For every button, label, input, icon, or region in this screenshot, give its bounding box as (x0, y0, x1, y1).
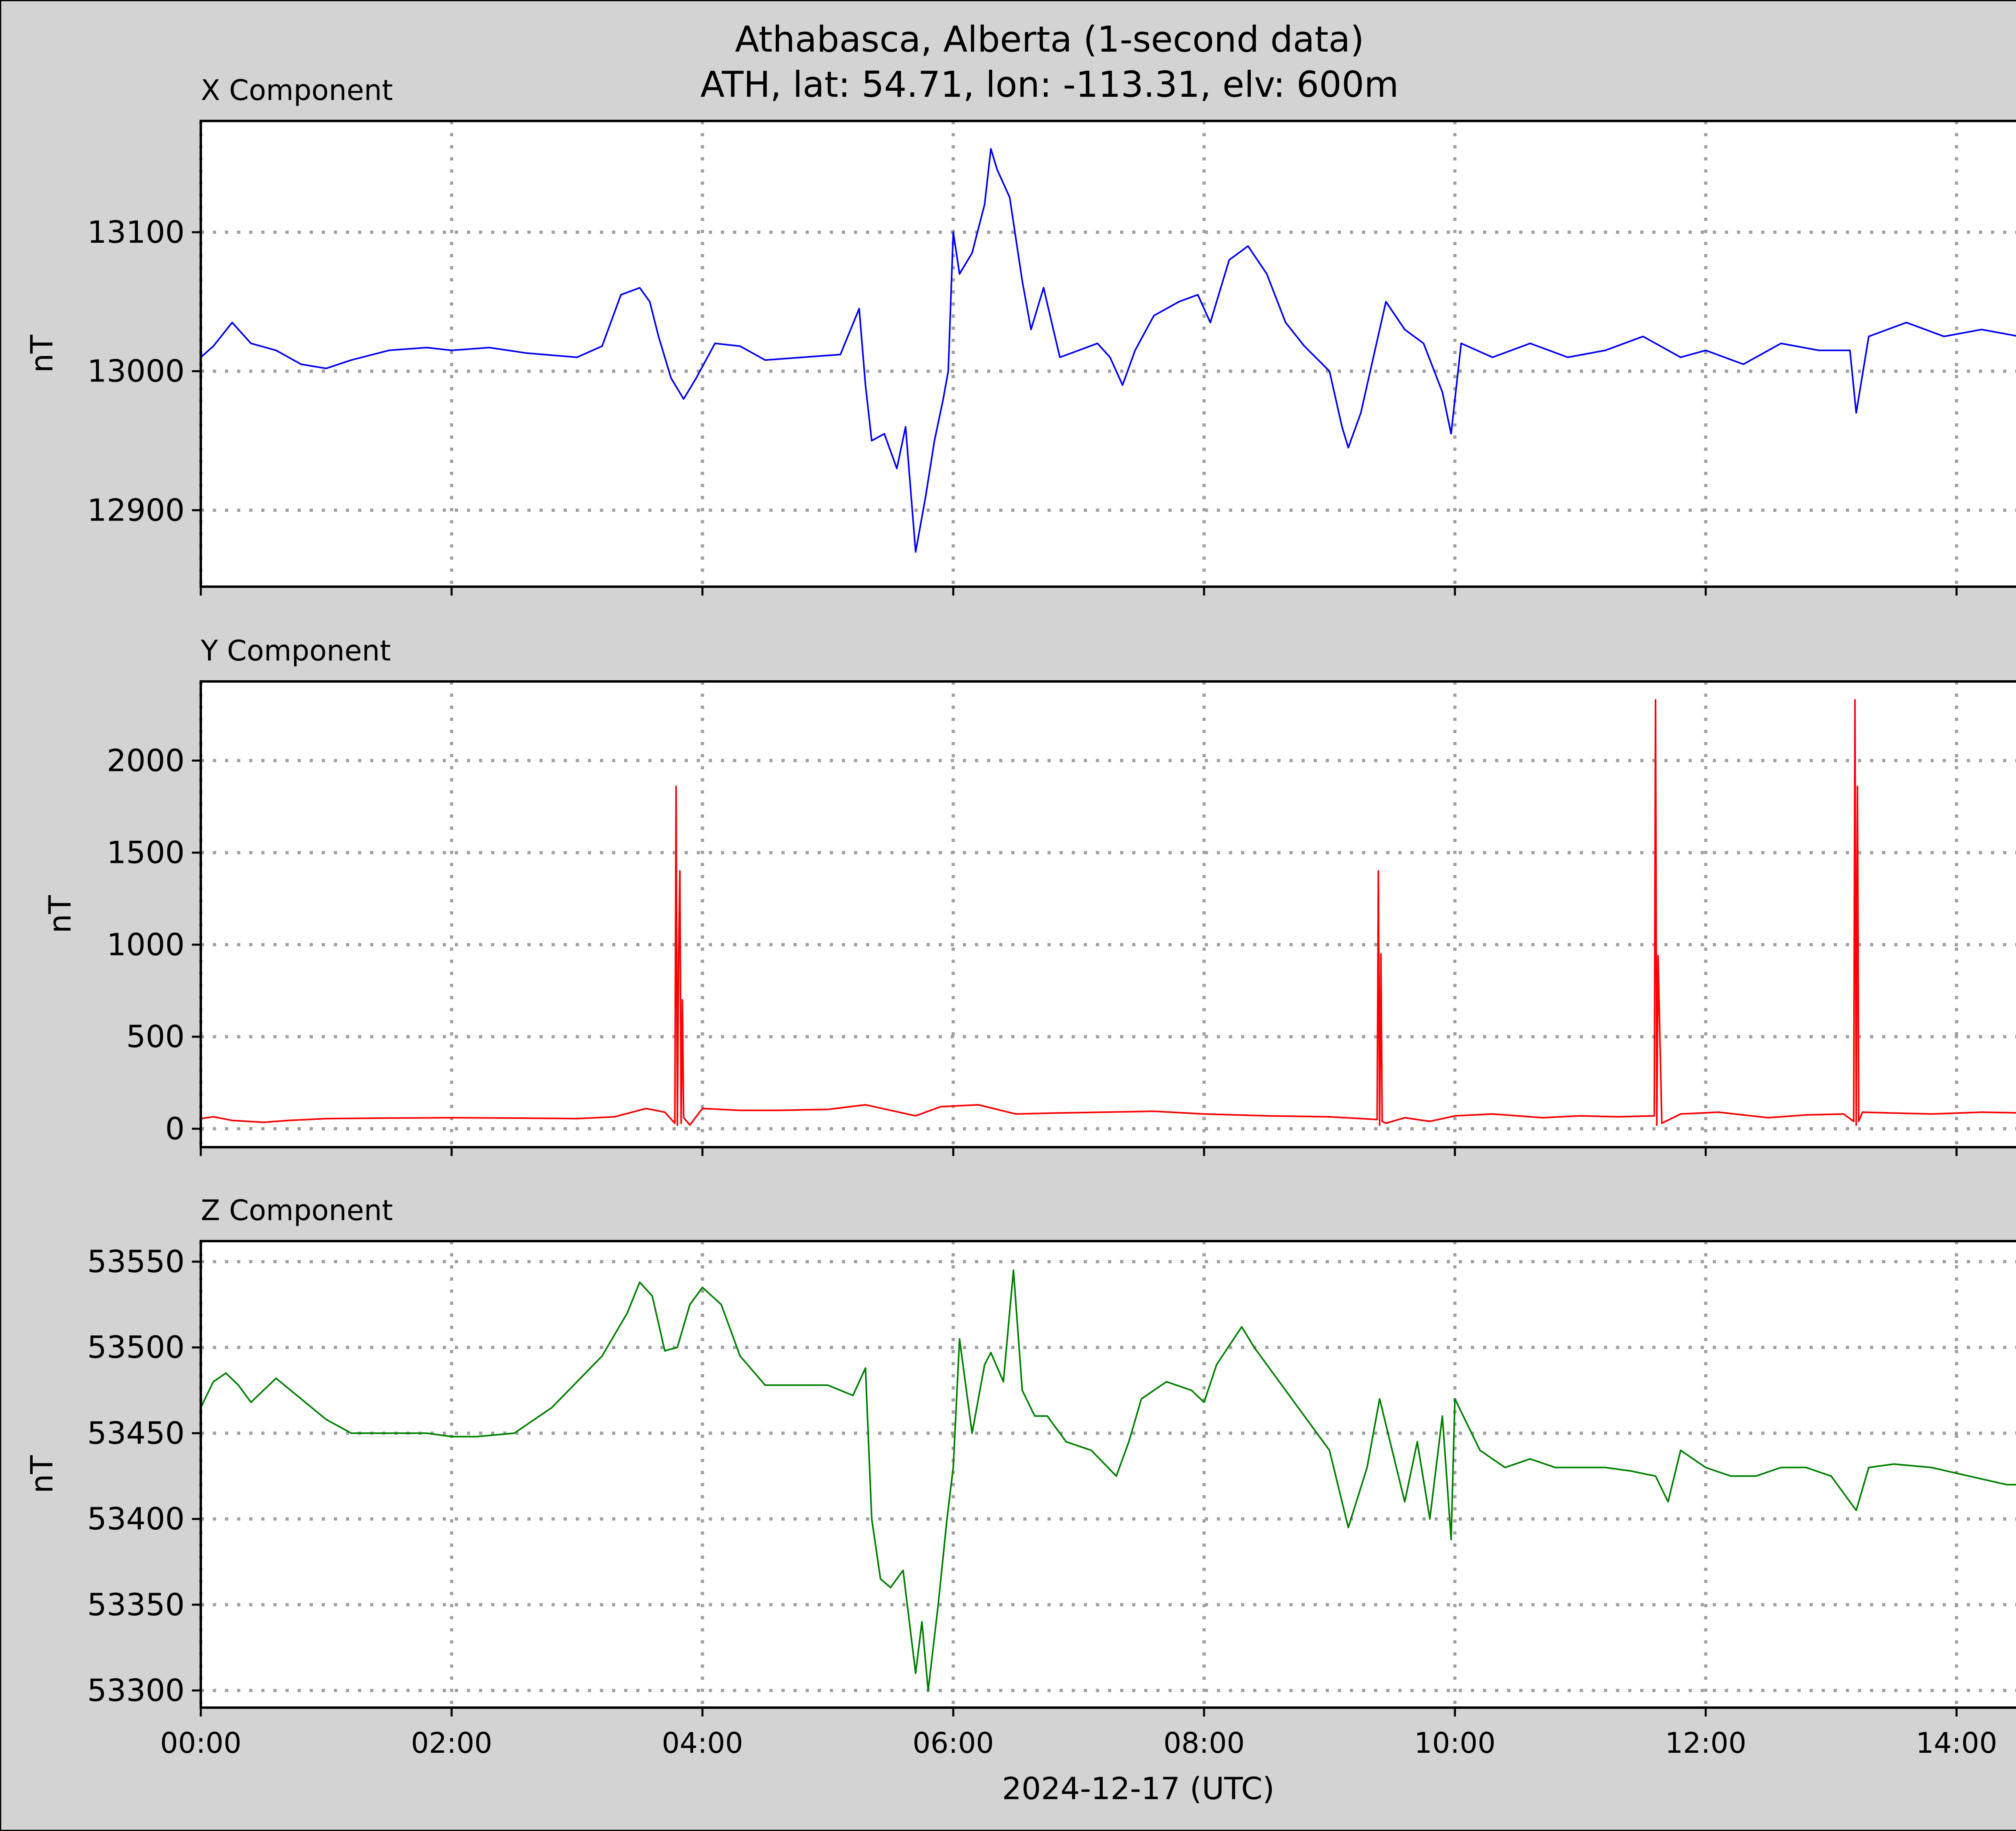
y-component-y-axis-label: nT (42, 895, 78, 933)
y-component-panel: 0 500 1000 1500 2000 Y Component nT (42, 634, 2016, 1156)
z-component-panel: 00:00 02:00 04:00 06:00 08:00 10:00 12:00 14:00… (24, 1194, 2016, 1760)
z-component-title: Z Component (201, 1194, 393, 1227)
x-component-title: X Component (201, 74, 393, 107)
x-tick-label-12:00: 12:00 (1665, 1727, 1747, 1760)
z-component-y-axis-label: nT (24, 1455, 60, 1494)
y-component-series-line (200, 699, 2016, 1126)
x-component-frame (200, 120, 2016, 588)
x-component-y-axis-label: nT (24, 335, 60, 373)
y-component-frame (200, 680, 2016, 1148)
z-component-plot-area (201, 1241, 2016, 1708)
z-component-ytick-label-53450: 53450 (87, 1415, 185, 1451)
chart-title-line-2: ATH, lat: 54.71, lon: -113.31, elv: 600m (700, 64, 1399, 105)
x-tick-label-08:00: 08:00 (1163, 1727, 1245, 1760)
z-component-ytick-label-53350: 53350 (87, 1587, 185, 1623)
y-component-ytick-label-0: 0 (165, 1110, 185, 1146)
x-axis-label: 2024-12-17 (UTC) (1002, 1771, 1275, 1806)
x-tick-label-10:00: 10:00 (1414, 1727, 1496, 1760)
z-component-ytick-label-53300: 53300 (87, 1672, 185, 1708)
y-component-ytick-label-1000: 1000 (107, 927, 185, 962)
y-component-ytick-label-500: 500 (126, 1019, 185, 1054)
x-tick-label-04:00: 04:00 (662, 1727, 743, 1760)
z-component-ytick-label-53550: 53550 (87, 1244, 185, 1279)
x-tick-label-02:00: 02:00 (411, 1727, 492, 1760)
x-tick-label-00:00: 00:00 (160, 1727, 242, 1760)
x-component-ytick-label-12900: 12900 (87, 492, 185, 528)
y-component-ytick-label-1500: 1500 (107, 835, 185, 871)
y-component-ytick-label-2000: 2000 (107, 742, 185, 778)
chart-title-line-1: Athabasca, Alberta (1-second data) (735, 19, 1364, 60)
x-tick-label-06:00: 06:00 (912, 1727, 994, 1760)
x-tick-label-14:00: 14:00 (1916, 1727, 1997, 1760)
x-component-ytick-label-13100: 13100 (87, 214, 185, 250)
z-component-ytick-label-53500: 53500 (87, 1329, 185, 1365)
x-component-panel: 12900 13000 13100 X Component nT (24, 74, 2016, 596)
z-component-frame (200, 1240, 2016, 1709)
z-component-series-line (200, 1269, 2016, 1691)
x-component-ytick-label-13000: 13000 (87, 353, 185, 389)
x-component-plot-area (201, 121, 2016, 587)
y-component-plot-area (201, 681, 2016, 1147)
x-component-series-line (200, 148, 2016, 553)
y-component-title: Y Component (200, 634, 391, 667)
z-component-ytick-label-53400: 53400 (87, 1501, 185, 1537)
